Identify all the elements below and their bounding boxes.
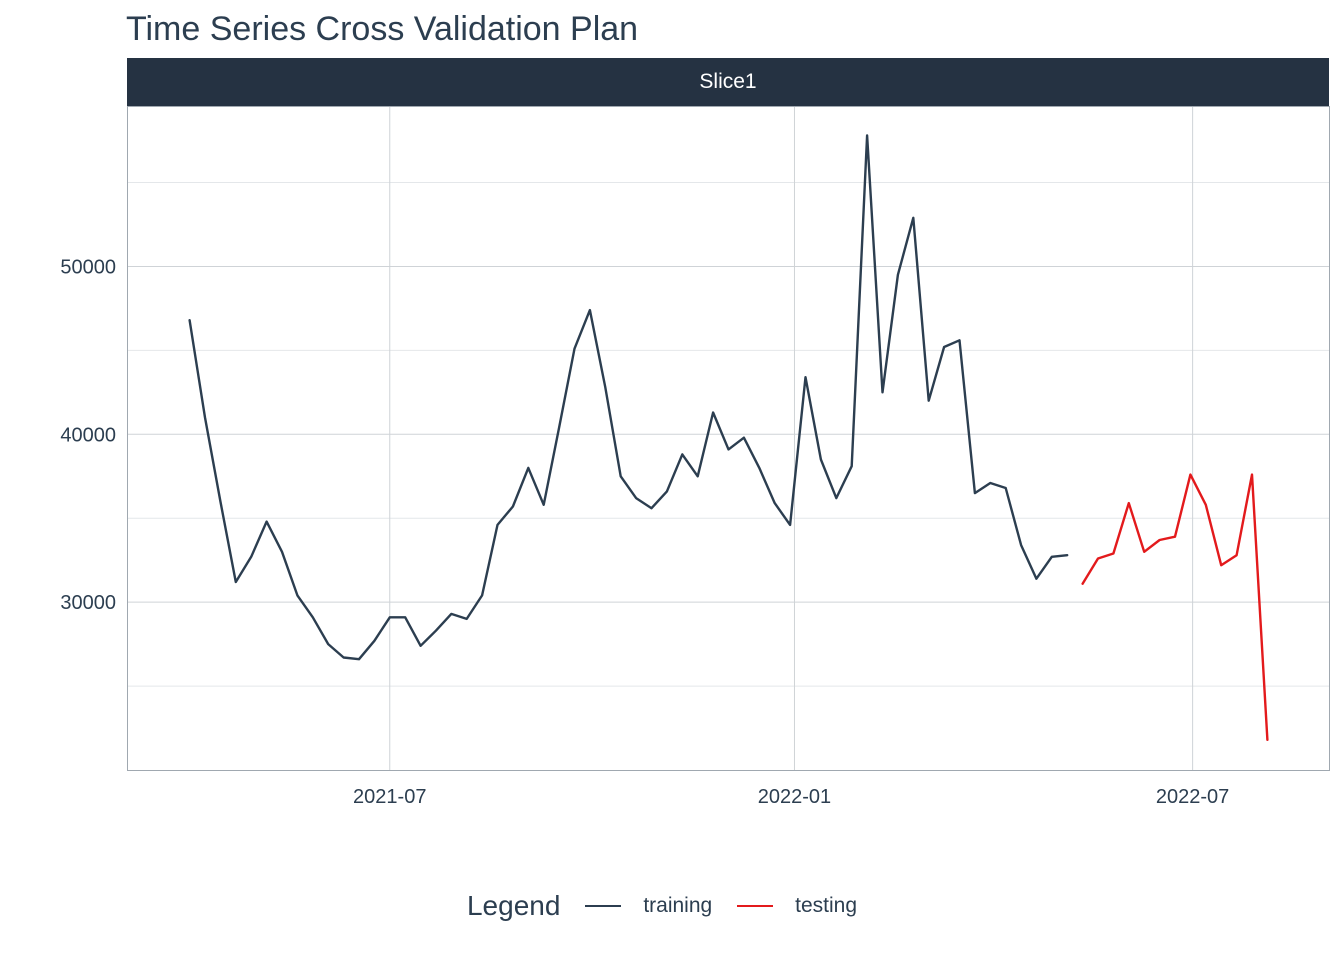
- x-axis-ticks: 2021-07 2022-01 2022-07: [353, 786, 1229, 808]
- x-tick-label: 2021-07: [353, 786, 426, 808]
- legend-label-testing: testing: [795, 894, 857, 917]
- major-gridlines: [128, 107, 1329, 770]
- legend-label-training: training: [643, 894, 713, 917]
- minor-gridlines: [128, 182, 1329, 687]
- chart-title: Time Series Cross Validation Plan: [126, 10, 639, 48]
- series-line-training: [188, 134, 1069, 661]
- x-tick-label: 2022-07: [1156, 786, 1229, 808]
- series-line-testing: [1081, 473, 1269, 741]
- y-tick-label: 30000: [60, 592, 116, 614]
- legend-key-training: [584, 905, 621, 907]
- series-layer: [188, 134, 1269, 741]
- facet-strip: Slice1: [127, 58, 1329, 106]
- y-axis-ticks: 30000 40000 50000: [60, 256, 116, 614]
- legend-key-testing: [736, 905, 773, 907]
- facet-label: Slice1: [699, 70, 757, 93]
- legend-title: Legend: [466, 890, 561, 921]
- x-tick-label: 2022-01: [758, 786, 831, 808]
- legend: Legend training testing: [0, 890, 1344, 922]
- y-tick-label: 50000: [60, 256, 116, 278]
- y-tick-label: 40000: [60, 424, 116, 446]
- panel-border: [127, 106, 1330, 771]
